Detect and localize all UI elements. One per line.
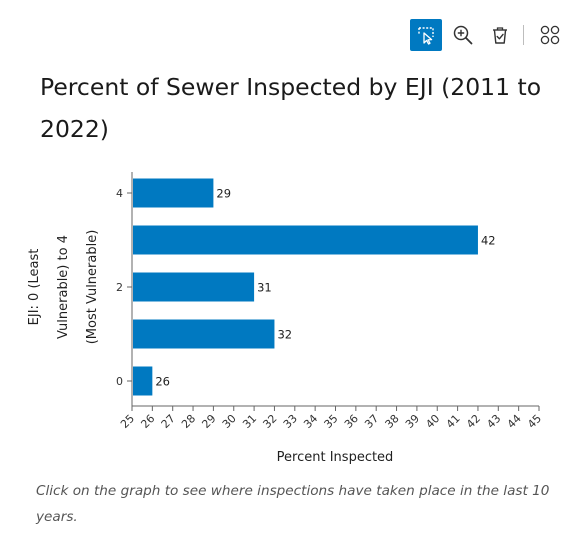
x-tick-label: 34 [301,412,320,431]
y-tick-label: 0 [116,375,123,388]
toolbar-separator [523,25,524,45]
bar-value-label: 31 [257,281,272,295]
x-tick-label: 42 [464,412,483,431]
y-tick-label: 4 [116,187,123,200]
x-tick-label: 32 [260,412,279,431]
x-tick-label: 41 [444,412,463,431]
x-tick-label: 43 [484,412,503,431]
x-tick-label: 26 [138,412,157,431]
options-button[interactable] [534,19,566,51]
select-button[interactable] [410,19,442,51]
bar-eji-1[interactable] [133,319,275,349]
y-tick-label: 2 [116,281,123,294]
x-tick-label: 44 [505,412,524,431]
bar-eji-3[interactable] [133,225,478,255]
x-tick-label: 25 [118,412,137,431]
bar-value-label: 26 [155,375,170,389]
x-tick-label: 37 [362,412,381,431]
bars: 29 42 31 32 26 [133,178,496,396]
clear-selection-button[interactable] [484,19,516,51]
bar-value-label: 32 [277,328,292,342]
bar-value-label: 29 [216,187,231,201]
x-tick-label: 36 [342,412,361,431]
y-axis-label-line-1: EJI: 0 (Least [27,249,42,326]
chart-title: Percent of Sewer Inspected by EJI (2011 … [40,73,542,143]
zoom-in-icon [453,25,473,45]
x-tick-label: 38 [383,412,402,431]
x-tick-label: 29 [199,412,218,431]
chart-caption: Click on the graph to see where inspecti… [36,483,550,525]
y-axis-label-line-3: (Most Vulnerable) [85,230,100,345]
x-tick-label: 45 [525,412,544,431]
x-axis-label: Percent Inspected [277,450,394,465]
bar-eji-4[interactable] [133,178,214,208]
axis-labels: Percent Inspected EJI: 0 (Least Vulnerab… [27,230,393,465]
x-tick-label: 40 [423,412,442,431]
x-tick-label: 28 [179,412,198,431]
bar-eji-2[interactable] [133,272,255,302]
clear-selection-icon [493,27,507,44]
x-tick-label: 31 [240,412,259,431]
x-tick-label: 33 [281,412,300,431]
x-tick-label: 30 [220,412,239,431]
chart-toolbar [410,19,571,51]
zoom-in-button[interactable] [447,19,479,51]
y-axis-label-line-2: Vulnerable) to 4 [56,235,71,339]
x-tick-label: 27 [159,412,178,431]
bar-value-label: 42 [481,234,496,248]
x-tick-label: 35 [322,412,341,431]
x-tick-label: 39 [403,412,422,431]
options-grid-icon [540,25,560,45]
bar-eji-0[interactable] [133,366,153,396]
select-icon [418,27,434,45]
